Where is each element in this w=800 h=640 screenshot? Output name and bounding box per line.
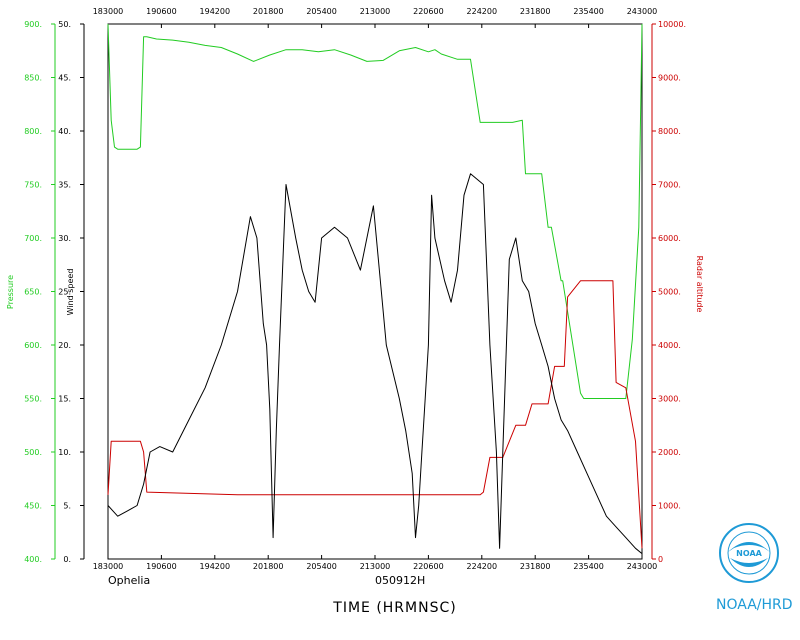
altitude-tick-label: 3000.	[658, 395, 681, 404]
x-axis-ticks-bottom: 183000 190600 194200 201800 205400 213000 2206…	[93, 555, 658, 571]
flight-id: 050912H	[375, 574, 425, 587]
noaa-logo: NOAA	[719, 523, 779, 583]
altitude-tick-label: 2000.	[658, 448, 681, 457]
wind-tick-label: 5.	[63, 502, 71, 511]
x-tick-label: 213000	[360, 562, 391, 571]
pressure-tick-label: 400.	[24, 555, 42, 564]
altitude-tick-label: 1000.	[658, 502, 681, 511]
wind-tick-label: 25.	[58, 288, 71, 297]
wind-tick-label: 45.	[58, 74, 71, 83]
series-layer	[107, 23, 643, 554]
x-tick-label: 205400	[306, 562, 337, 571]
altitude-tick-label: 8000.	[658, 127, 681, 136]
pressure-tick-label: 650.	[24, 288, 42, 297]
altitude-tick-label: 6000.	[658, 234, 681, 243]
x-tick-label: 235400	[573, 562, 604, 571]
pressure-tick-label: 700.	[24, 234, 42, 243]
x-tick-label-top: 213000	[360, 7, 391, 16]
pressure-axis-ticks: 400. 450. 500. 550. 600. 650. 700. 750. 800. 850.…	[24, 20, 55, 564]
altitude-tick-label: 4000.	[658, 341, 681, 350]
x-tick-label-top: 220600	[413, 7, 444, 16]
wind-tick-label: 50.	[58, 20, 71, 29]
x-tick-label-top: 205400	[306, 7, 337, 16]
x-tick-label-top: 235400	[573, 7, 604, 16]
x-tick-label-top: 201800	[253, 7, 284, 16]
x-tick-label-top: 243000	[627, 7, 658, 16]
plot-frame	[107, 23, 643, 560]
pressure-tick-label: 600.	[24, 341, 42, 350]
wind-axis-label: Wind speed	[66, 269, 75, 316]
pressure-tick-label: 450.	[24, 502, 42, 511]
radar-altitude-series-line	[107, 280, 643, 549]
wind-axis-ticks: 0. 5. 10. 15. 20. 25. 30. 35. 40. 45. 50.	[58, 20, 84, 564]
pressure-tick-label: 750.	[24, 181, 42, 190]
altitude-tick-label: 7000.	[658, 181, 681, 190]
pressure-tick-label: 850.	[24, 74, 42, 83]
wind-tick-label: 10.	[58, 448, 71, 457]
pressure-axis-label: Pressure	[6, 275, 15, 309]
x-tick-label: 190600	[146, 562, 177, 571]
wind-tick-label: 35.	[58, 181, 71, 190]
pressure-tick-label: 500.	[24, 448, 42, 457]
x-tick-label: 220600	[413, 562, 444, 571]
x-tick-label: 243000	[627, 562, 658, 571]
pressure-tick-label: 550.	[24, 395, 42, 404]
altitude-axis-label: Radar altitude	[695, 256, 704, 313]
wind-tick-label: 15.	[58, 395, 71, 404]
altitude-tick-label: 5000.	[658, 288, 681, 297]
wind-tick-label: 20.	[58, 341, 71, 350]
credit-label: NOAA/HRD	[716, 597, 793, 613]
wind-speed-series-line	[107, 173, 643, 554]
altitude-tick-label: 10000.	[658, 20, 686, 29]
altitude-tick-label: 0	[658, 555, 663, 564]
x-axis-ticks-top: 183000 190600 194200 201800 205400 213000 2206…	[93, 7, 658, 28]
x-tick-label: 183000	[93, 562, 124, 571]
x-tick-label-top: 190600	[146, 7, 177, 16]
logo-wave-icon	[730, 558, 768, 567]
pressure-tick-label: 800.	[24, 127, 42, 136]
x-tick-label: 194200	[200, 562, 231, 571]
logo-text: NOAA	[736, 549, 762, 558]
wind-tick-label: 0.	[63, 555, 71, 564]
x-tick-label: 224200	[467, 562, 498, 571]
altitude-tick-label: 9000.	[658, 74, 681, 83]
pressure-series-line	[107, 23, 643, 399]
pressure-tick-label: 900.	[24, 20, 42, 29]
x-tick-label-top: 194200	[200, 7, 231, 16]
storm-name: Ophelia	[108, 574, 150, 587]
x-tick-label-top: 231800	[520, 7, 551, 16]
altitude-axis-ticks: 0 1000. 2000. 3000. 4000. 5000. 6000. 7000. 8000…	[652, 20, 686, 564]
x-tick-label-top: 183000	[93, 7, 124, 16]
wind-tick-label: 30.	[58, 234, 71, 243]
wind-tick-label: 40.	[58, 127, 71, 136]
x-tick-label: 231800	[520, 562, 551, 571]
x-axis-label: TIME (HRMNSC)	[332, 600, 456, 616]
x-tick-label-top: 224200	[467, 7, 498, 16]
x-tick-label: 201800	[253, 562, 284, 571]
logo-bird-icon	[728, 542, 770, 552]
